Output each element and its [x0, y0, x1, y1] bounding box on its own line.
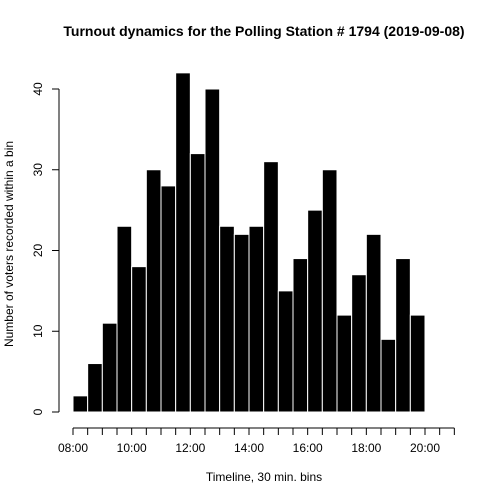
- x-tick-label: 08:00: [58, 441, 88, 455]
- chart-title: Turnout dynamics for the Polling Station…: [63, 23, 464, 39]
- bar: [233, 233, 250, 413]
- bar: [160, 185, 177, 413]
- x-axis: 08:00 10:00 12:00 14:00 16:00 18:00 20:00: [58, 427, 455, 455]
- bar: [395, 258, 411, 413]
- bar: [189, 153, 206, 413]
- y-tick-label: 0: [31, 408, 45, 415]
- bar: [380, 338, 397, 413]
- bar: [101, 322, 118, 413]
- x-tick-label: 10:00: [117, 441, 147, 455]
- bar: [263, 161, 279, 413]
- x-tick-label: 14:00: [234, 441, 264, 455]
- y-axis-label: Number of voters recorded within a bin: [2, 141, 16, 347]
- bar: [321, 169, 338, 413]
- bar: [409, 314, 426, 413]
- bar: [87, 363, 103, 413]
- bar: [145, 169, 162, 413]
- y-axis: 0 10 20 30 40: [31, 82, 60, 415]
- bar: [248, 225, 265, 413]
- y-tick-label: 10: [31, 324, 45, 338]
- bar: [365, 233, 382, 413]
- bar: [336, 314, 353, 413]
- y-tick-label: 30: [31, 163, 45, 177]
- x-axis-label: Timeline, 30 min. bins: [206, 470, 322, 484]
- x-tick-label: 20:00: [410, 441, 440, 455]
- y-tick-label: 20: [31, 244, 45, 258]
- bar: [72, 395, 89, 413]
- x-tick-label: 18:00: [351, 441, 381, 455]
- bar: [307, 209, 323, 413]
- bar: [131, 266, 147, 413]
- bars-group: [72, 72, 426, 413]
- bar: [204, 88, 221, 413]
- bar: [292, 258, 309, 413]
- bar: [219, 225, 235, 413]
- x-tick-label: 12:00: [175, 441, 205, 455]
- bar: [277, 290, 294, 413]
- bar: [116, 225, 133, 413]
- y-tick-label: 40: [31, 82, 45, 96]
- x-tick-label: 16:00: [293, 441, 323, 455]
- bar: [175, 72, 191, 413]
- bar: [351, 274, 367, 413]
